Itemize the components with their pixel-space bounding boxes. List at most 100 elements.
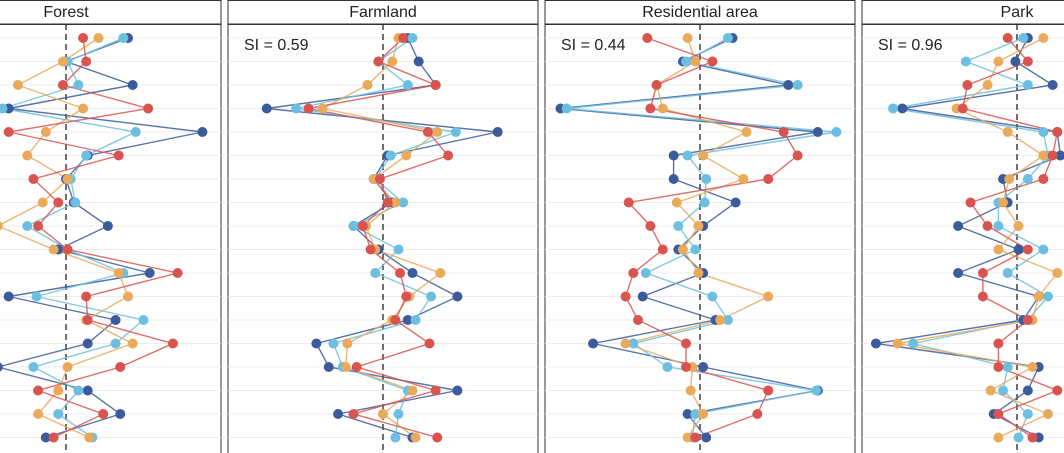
point [413, 56, 424, 67]
point [985, 385, 996, 396]
point [0, 103, 8, 114]
point [752, 409, 763, 419]
point [698, 150, 709, 161]
point [699, 197, 710, 208]
point [401, 150, 412, 161]
point [333, 409, 344, 419]
point [685, 385, 696, 396]
point [1043, 291, 1053, 302]
point [982, 80, 993, 90]
point [561, 103, 572, 114]
point [362, 80, 373, 90]
point [982, 221, 993, 231]
point [993, 409, 1004, 419]
point [1022, 385, 1033, 396]
point [682, 150, 693, 161]
point [763, 291, 774, 302]
point [1004, 174, 1015, 184]
point [62, 244, 73, 255]
point [953, 268, 964, 278]
panel-title: Farmland [349, 4, 417, 21]
point [792, 150, 803, 161]
panel-header [0, 0, 222, 25]
point [998, 385, 1009, 396]
point [870, 338, 881, 349]
point [127, 338, 138, 349]
point [261, 103, 272, 114]
point [681, 362, 692, 372]
point [588, 338, 599, 349]
point [763, 385, 774, 396]
point [681, 56, 692, 67]
point [398, 197, 409, 208]
point [118, 33, 129, 43]
point [693, 268, 704, 278]
point [888, 103, 898, 114]
panel-header [544, 0, 856, 25]
point [962, 80, 973, 90]
point [127, 80, 138, 90]
point [144, 268, 155, 278]
point [897, 103, 908, 114]
point [783, 80, 794, 90]
point [657, 244, 668, 255]
series-line [8, 37, 178, 439]
point [1002, 127, 1013, 137]
point [811, 385, 822, 396]
point [1022, 174, 1033, 184]
point [382, 197, 393, 208]
point [677, 244, 688, 255]
point [633, 315, 643, 325]
point [628, 338, 639, 349]
point [1055, 150, 1064, 161]
point [690, 244, 701, 255]
point [93, 33, 104, 43]
point [1043, 409, 1053, 419]
point [22, 150, 33, 161]
point [668, 174, 679, 184]
panel-header [861, 0, 1064, 25]
si-annotation: SI = 0.96 [878, 37, 943, 54]
point [620, 291, 631, 302]
point [682, 432, 693, 443]
point [340, 362, 351, 372]
point [390, 315, 401, 325]
point [138, 315, 149, 325]
point [37, 197, 48, 208]
point [1002, 362, 1013, 372]
point [33, 409, 44, 419]
point [53, 197, 64, 208]
point [167, 338, 178, 349]
point [701, 432, 712, 443]
point [668, 150, 679, 161]
point [53, 385, 64, 396]
panel-header [227, 0, 539, 25]
point [953, 221, 964, 231]
point [22, 221, 33, 231]
point [402, 315, 413, 325]
point [84, 432, 95, 443]
point [57, 56, 68, 67]
point [1022, 56, 1033, 67]
point [393, 409, 404, 419]
point [651, 80, 662, 90]
point [435, 268, 446, 278]
point [402, 80, 413, 90]
point [328, 338, 339, 349]
point [450, 127, 461, 137]
point [62, 174, 73, 184]
point [792, 80, 803, 90]
point [993, 244, 1004, 255]
point [82, 315, 93, 325]
point [690, 409, 701, 419]
series-line [875, 37, 1062, 439]
point [1052, 385, 1063, 396]
point [1013, 432, 1024, 443]
point [1033, 291, 1044, 302]
point [33, 385, 44, 396]
point [426, 291, 437, 302]
point [40, 127, 51, 137]
point [407, 385, 418, 396]
point [53, 409, 64, 419]
